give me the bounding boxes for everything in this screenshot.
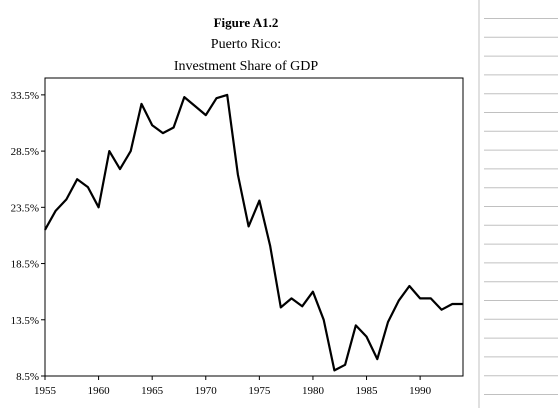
x-tick-label: 1955: [34, 385, 57, 397]
data-point: [248, 225, 250, 227]
data-point: [290, 297, 293, 299]
data-point: [323, 319, 325, 321]
x-tick-label: 1975: [248, 385, 271, 397]
data-point: [344, 364, 346, 366]
data-point: [430, 297, 432, 299]
chart-subtitle-line-1: Puerto Rico:: [211, 37, 281, 52]
y-tick-label: 13.5%: [11, 315, 39, 327]
data-point: [419, 297, 421, 299]
data-point: [280, 306, 282, 308]
data-point: [140, 103, 143, 105]
data-point: [408, 285, 410, 287]
data-point: [355, 324, 357, 326]
data-point: [237, 174, 239, 176]
data-point: [398, 300, 400, 302]
data-point: [119, 168, 121, 170]
plot-area-frame: [44, 77, 464, 377]
y-tick-label: 33.5%: [11, 90, 39, 102]
data-point: [87, 186, 89, 188]
x-tick-label: 1970: [195, 385, 218, 397]
x-tick-label: 1960: [88, 385, 111, 397]
x-tick-label: 1965: [141, 385, 164, 397]
data-point: [226, 94, 228, 96]
data-point: [76, 178, 78, 180]
data-point: [194, 105, 196, 107]
data-point: [365, 336, 368, 338]
data-point: [44, 229, 46, 231]
data-point: [387, 321, 389, 323]
data-point: [376, 358, 378, 360]
data-point: [162, 132, 164, 134]
y-tick-label: 28.5%: [11, 146, 39, 158]
data-point: [301, 305, 303, 307]
y-tick-label: 23.5%: [11, 202, 39, 214]
y-axis: 8.5% 13.5% 18.5% 23.5% 28.5% 33.5%: [11, 90, 45, 383]
data-point: [130, 150, 132, 152]
data-point: [451, 303, 453, 305]
chart-subtitle-line-2: Investment Share of GDP: [174, 59, 318, 74]
data-point: [108, 150, 110, 152]
y-tick-label: 18.5%: [11, 259, 39, 271]
data-point: [312, 291, 314, 293]
data-point: [151, 124, 153, 126]
data-point: [215, 97, 218, 99]
data-point: [173, 126, 175, 129]
x-tick-label: 1985: [356, 385, 379, 397]
series-line: [44, 93, 463, 372]
x-tick-label: 1990: [409, 385, 432, 397]
data-point: [98, 206, 100, 208]
notebook-rule-lines: [478, 0, 558, 408]
data-point: [55, 210, 57, 212]
data-point: [333, 369, 335, 371]
data-point: [258, 200, 260, 202]
chart-title: Figure A1.2: [214, 15, 279, 30]
data-point: [183, 96, 185, 98]
data-point: [205, 114, 207, 116]
data-point: [269, 245, 271, 247]
y-tick-label: 8.5%: [16, 371, 39, 383]
data-point: [462, 303, 464, 305]
x-tick-label: 1980: [302, 385, 325, 397]
chart-title-block: Figure A1.2 Puerto Rico: Investment Shar…: [174, 15, 318, 74]
series-group: [44, 93, 464, 372]
data-point: [65, 198, 67, 200]
x-axis: 1955 1960 1965 1970 1975 1980 1985 1990: [34, 376, 432, 397]
data-point: [441, 309, 443, 311]
